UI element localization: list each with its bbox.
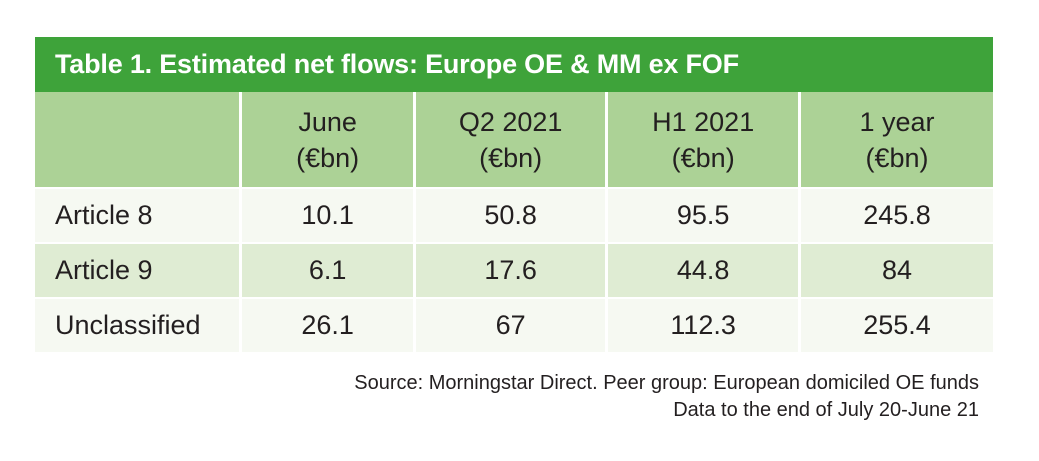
column-unit: (€bn) <box>479 142 543 173</box>
table-row-unclassified: Unclassified 26.1 67 112.3 255.4 <box>35 297 993 352</box>
data-period-line: Data to the end of July 20-June 21 <box>673 399 979 421</box>
table-title: Table 1. Estimated net flows: Europe OE … <box>55 49 739 79</box>
data-cell: 245.8 <box>799 187 993 243</box>
table-title-bar: Table 1. Estimated net flows: Europe OE … <box>35 37 993 92</box>
table-row-article-9: Article 9 6.1 17.6 44.8 84 <box>35 242 993 298</box>
row-label: Article 8 <box>35 187 243 243</box>
column-label: Q2 2021 <box>458 106 563 137</box>
column-label: June <box>298 106 357 137</box>
table-row-article-8: Article 8 10.1 50.8 95.5 245.8 <box>35 187 993 243</box>
column-unit: (€bn) <box>296 142 360 173</box>
column-unit: (€bn) <box>865 142 929 173</box>
column-header-empty <box>35 92 243 188</box>
data-cell: 95.5 <box>606 187 801 243</box>
data-cell: 26.1 <box>240 297 416 352</box>
row-label: Unclassified <box>35 297 243 352</box>
data-cell: 50.8 <box>414 187 609 243</box>
header-row: June (€bn) Q2 2021 (€bn) H1 2021 (€bn) 1… <box>35 92 993 188</box>
data-cell: 84 <box>799 242 993 298</box>
column-header-1-year: 1 year (€bn) <box>799 92 993 188</box>
data-cell: 255.4 <box>799 297 993 352</box>
data-cell: 17.6 <box>414 242 609 298</box>
data-cell: 112.3 <box>606 297 801 352</box>
data-cell: 44.8 <box>606 242 801 298</box>
net-flows-table: Table 1. Estimated net flows: Europe OE … <box>35 37 993 424</box>
data-cell: 10.1 <box>240 187 416 243</box>
row-label: Article 9 <box>35 242 243 298</box>
data-cell: 67 <box>414 297 609 352</box>
source-footnote: Source: Morningstar Direct. Peer group: … <box>35 370 993 424</box>
column-label: H1 2021 <box>652 106 755 137</box>
column-header-june: June (€bn) <box>240 92 416 188</box>
source-line: Source: Morningstar Direct. Peer group: … <box>354 372 979 394</box>
data-cell: 6.1 <box>240 242 416 298</box>
column-unit: (€bn) <box>671 142 735 173</box>
flows-table: June (€bn) Q2 2021 (€bn) H1 2021 (€bn) 1… <box>35 92 993 352</box>
column-header-h1-2021: H1 2021 (€bn) <box>606 92 801 188</box>
column-label: 1 year <box>859 106 935 137</box>
column-header-q2-2021: Q2 2021 (€bn) <box>414 92 609 188</box>
